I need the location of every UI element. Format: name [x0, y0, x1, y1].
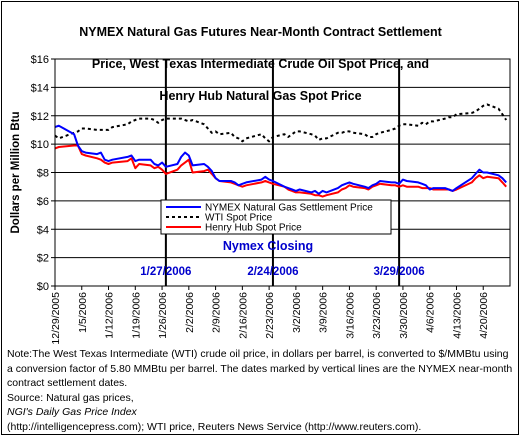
legend-box: [160, 199, 392, 235]
x-tick-label: 3/16/2006: [344, 292, 356, 339]
note-text: Note:The West Texas Intermediate (WTI) c…: [7, 348, 513, 390]
closing-date-label: 1/27/2006: [140, 266, 191, 278]
legend-label-nymex: NYMEX Natural Gas Settlement Price: [205, 203, 373, 214]
series-line-nymex: [54, 124, 507, 195]
chart-title: NYMEX Natural Gas Futures Near-Month Con…: [0, 8, 521, 104]
legend-label-henry: Henry Hub Spot Price: [205, 223, 302, 234]
x-tick-label: 1/19/2006: [130, 292, 142, 339]
x-tick-label: 2/2/2006: [184, 292, 196, 333]
plot-area-border: [54, 58, 511, 287]
y-tick-label: $12: [31, 111, 49, 123]
chart-labels: $0 $2 $4 $6 $8 $10 $12 $14 $16 12/29/2005 1/5/2006…: [10, 54, 490, 345]
axes: [51, 58, 511, 290]
x-tick-label: 3/30/2006: [398, 292, 410, 339]
y-axis-title: Dollars per Million Btu: [10, 111, 22, 233]
closing-date-label: 3/29/2006: [374, 266, 425, 278]
chart-title-line-1: NYMEX Natural Gas Futures Near-Month Con…: [79, 25, 442, 39]
closing-date-label: 2/24/2006: [247, 266, 298, 278]
closing-label: Nymex Closing: [223, 239, 313, 253]
y-tick-label: $14: [31, 82, 49, 94]
chart-title-line-2: Price, West Texas Intermediate Crude Oil…: [91, 57, 430, 71]
x-tick-label: 2/9/2006: [211, 292, 223, 333]
series-line-wti: [54, 103, 508, 143]
y-tick-label: $4: [37, 224, 49, 236]
x-tick-label: 2/23/2006: [264, 292, 276, 339]
x-tick-label: 3/23/2006: [371, 292, 383, 339]
x-tick-label: 4/13/2006: [451, 292, 463, 339]
source-italic: NGI's Daily Gas Price Index: [7, 406, 137, 419]
y-tick-label: $6: [37, 196, 49, 208]
y-tick-label: $0: [37, 281, 49, 293]
legend-label-wti: WTI Spot Price: [205, 213, 273, 224]
source-text: Source: Natural gas prices, NGI's Daily …: [7, 391, 515, 435]
x-tick-label: 3/2/2006: [291, 292, 303, 333]
x-tick-label: 3/9/2006: [318, 292, 330, 333]
y-tick-label: $10: [31, 139, 49, 151]
x-tick-label: 12/29/2005: [50, 292, 62, 345]
x-tick-label: 2/16/2006: [237, 292, 249, 339]
source-prefix: Source: Natural gas prices,: [7, 391, 134, 404]
note-block: Note:The West Texas Intermediate (WTI) c…: [7, 347, 515, 435]
x-tick-label: 1/5/2006: [77, 292, 89, 333]
source-suffix: (http://intelligencepress.com); WTI pric…: [7, 420, 422, 433]
gridlines: [55, 58, 510, 259]
series-lines: [54, 103, 508, 198]
y-tick-label: $2: [37, 253, 49, 265]
y-tick-label: $16: [31, 54, 49, 66]
y-tick-label: $8: [37, 168, 49, 180]
x-tick-label: 4/20/2006: [478, 292, 490, 339]
x-tick-label: 1/12/2006: [104, 292, 116, 339]
chart-title-line-3: Henry Hub Natural Gas Spot Price: [159, 89, 362, 103]
x-tick-label: 1/26/2006: [157, 292, 169, 339]
x-tick-label: 4/6/2006: [425, 292, 437, 333]
